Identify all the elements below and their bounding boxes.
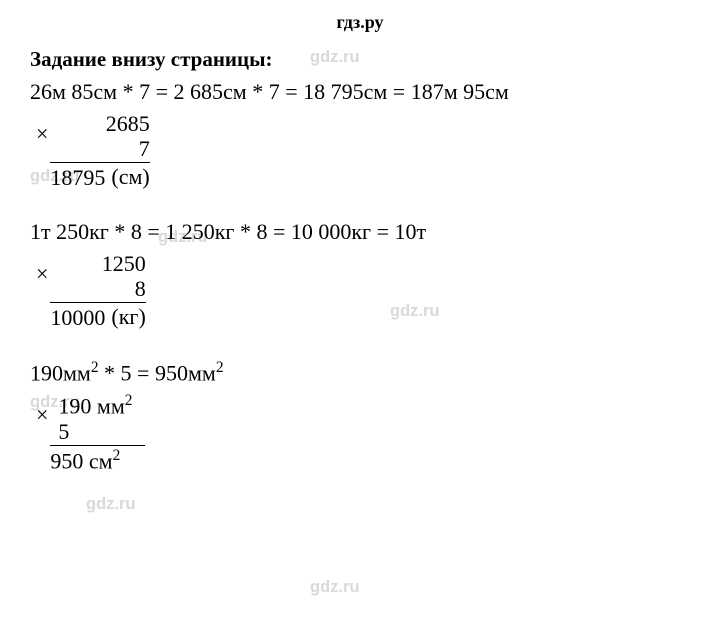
mult-bottom: 8 (135, 276, 146, 301)
mult-top: 2685 (106, 111, 150, 136)
equation-2: 1т 250кг * 8 = 1 250кг * 8 = 10 000кг = … (30, 218, 690, 247)
times-sign: × (36, 121, 48, 147)
problem-2: 1т 250кг * 8 = 1 250кг * 8 = 10 000кг = … (30, 218, 690, 336)
mult-result: 18795 (50, 165, 105, 190)
mult-divider (50, 302, 145, 303)
multiplication-1: × 2685 7 18795 (см) (36, 111, 150, 191)
watermark-text: gdz.ru (310, 578, 360, 597)
problem-3: 190мм2 * 5 = 950мм2 × 190 мм2 5 950 см2 (30, 358, 690, 479)
mult-bottom: 7 (139, 136, 150, 161)
equation-1: 26м 85см * 7 = 2 685см * 7 = 18 795см = … (30, 78, 690, 107)
multiplication-2: × 1250 8 10000 (кг) (36, 251, 146, 331)
mult-divider (50, 445, 145, 446)
mult-divider (50, 162, 149, 163)
mult-top: 1250 (102, 251, 146, 276)
watermark-text: gdz.ru (86, 495, 136, 514)
problem-1: 26м 85см * 7 = 2 685см * 7 = 18 795см = … (30, 78, 690, 196)
times-sign: × (36, 402, 48, 428)
mult-result: 10000 (50, 305, 105, 330)
equation-3: 190мм2 * 5 = 950мм2 (30, 358, 690, 388)
mult-result: 950 см2 (50, 447, 120, 474)
mult-bottom: 5 (50, 419, 69, 444)
mult-unit: (см) (111, 164, 149, 190)
page-title: Задание внизу страницы: (30, 47, 690, 72)
mult-top: 190 мм2 (50, 392, 132, 419)
mult-unit: (кг) (111, 304, 145, 330)
times-sign: × (36, 261, 48, 287)
page-header: гдз.ру (30, 12, 690, 33)
multiplication-3: × 190 мм2 5 950 см2 (36, 392, 145, 474)
